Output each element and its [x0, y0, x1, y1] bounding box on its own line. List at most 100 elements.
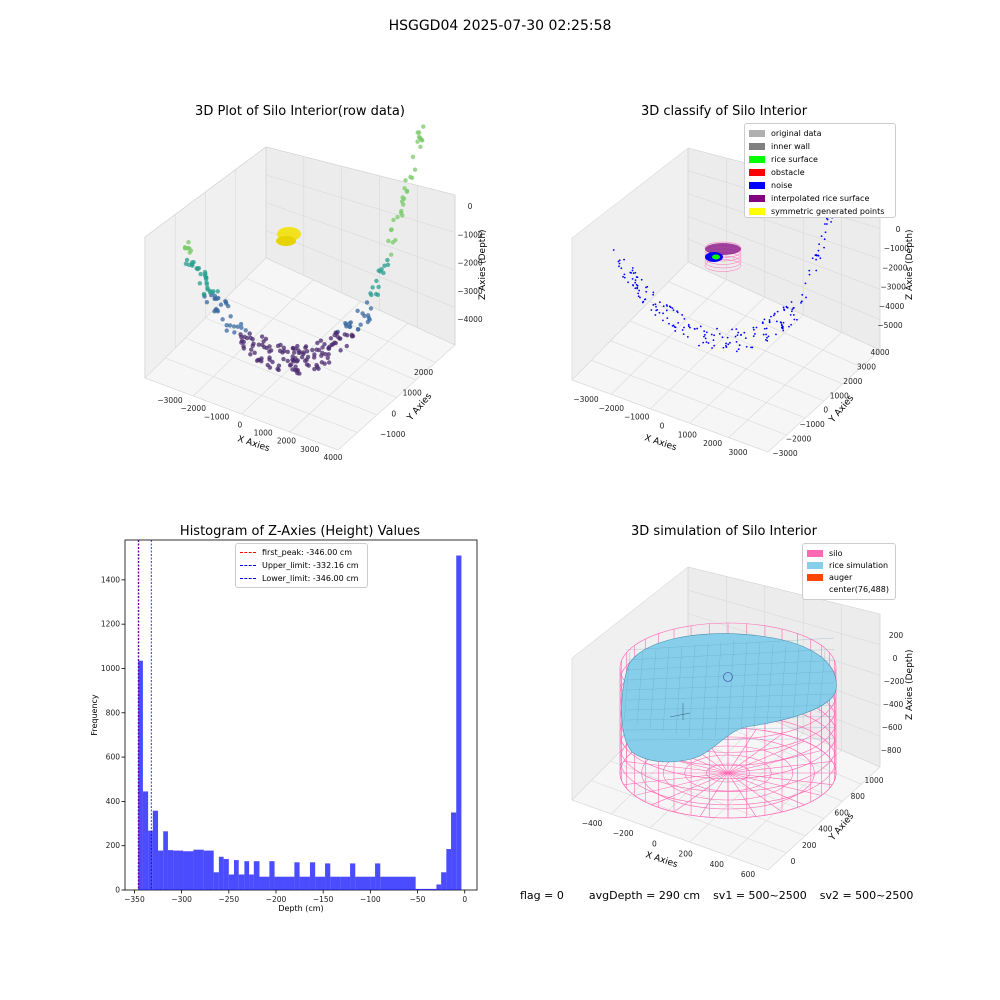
x-tick-label: 600	[741, 870, 756, 879]
histogram-bar	[173, 850, 184, 890]
legend-entry: Lower_limit: -346.00 cm	[240, 572, 363, 585]
legend-entry: symmetric generated points	[749, 205, 891, 218]
simulation-x-axis-label: X Axies	[644, 850, 679, 870]
histogram-bar	[163, 831, 168, 890]
histogram-bar	[441, 872, 447, 890]
histogram-bar	[284, 876, 295, 890]
y-tick-label: −2000	[786, 435, 812, 444]
raw-z-axis-label: Z Axies (Depth)	[478, 229, 488, 300]
classify-x-axis-label: X Axies	[643, 433, 678, 453]
histogram-bar	[426, 888, 437, 890]
legend-entry: Upper_limit: -332.16 cm	[240, 559, 363, 572]
legend-swatch	[240, 565, 256, 566]
z-tick-label: −800	[881, 746, 902, 755]
y-tick-label: 400	[106, 797, 121, 806]
histogram-bar	[193, 849, 204, 890]
y-tick-label: 2000	[843, 377, 862, 386]
x-tick-label: −100	[360, 895, 381, 904]
histogram-bar	[355, 876, 371, 890]
simulation-3d-axes-box	[571, 566, 881, 871]
x-tick-label: −400	[582, 819, 603, 828]
legend-label: inner wall	[771, 142, 811, 151]
legend-label: symmetric generated points	[771, 207, 885, 216]
histogram-bar	[451, 812, 457, 890]
histogram-bar	[446, 849, 452, 890]
sv2-text: sv2 = 500~2500	[819, 889, 914, 902]
histogram-bar	[325, 863, 331, 890]
legend-label: center(76,488)	[829, 584, 889, 594]
y-tick-label: 0	[823, 406, 828, 415]
x-tick-label: −3000	[157, 396, 183, 405]
legend-label: Lower_limit: -346.00 cm	[262, 574, 359, 583]
z-tick-label: −1000	[884, 244, 910, 253]
histogram-bar	[244, 861, 250, 890]
raw-x-axis-label: X Axies	[236, 434, 271, 454]
y-tick-label: 1000	[830, 391, 849, 400]
classify-y-axis-label: Y Axies	[827, 393, 856, 425]
histogram-bar	[299, 876, 310, 890]
z-tick-label: −200	[884, 677, 905, 686]
raw-point-cloud	[182, 124, 426, 376]
histogram-plot-area	[124, 539, 478, 891]
histogram-bar	[253, 861, 260, 890]
histogram-legend: first_peak: -346.00 cm Upper_limit: -332.…	[235, 543, 368, 588]
simulation-legend: silo rice simulation auger center(76,488)	[802, 543, 896, 600]
z-tick-label: −4000	[457, 315, 483, 324]
simulation-z-ticks: 200 0 −200 −400 −600 −800	[881, 631, 905, 755]
classify-legend: original data inner wall rice surface obsta…	[744, 123, 896, 218]
x-tick-label: 200	[678, 850, 693, 859]
z-tick-label: −3000	[457, 287, 483, 296]
legend-swatch	[749, 208, 765, 215]
x-tick-label: −150	[313, 895, 334, 904]
legend-swatch	[749, 130, 765, 137]
auger-marker	[669, 672, 733, 720]
legend-entry: silo	[807, 547, 891, 559]
y-tick-label: 600	[106, 753, 121, 762]
z-tick-label: −4000	[879, 302, 905, 311]
legend-entry: first_peak: -346.00 cm	[240, 546, 363, 559]
histogram-bar	[213, 872, 219, 890]
raw-z-ticks: 0 −1000 −2000 −3000 −4000	[457, 202, 483, 324]
y-tick-label: 1000	[101, 664, 120, 673]
legend-swatch	[807, 573, 823, 581]
histogram-bar	[340, 876, 351, 890]
x-tick-label: −300	[171, 895, 192, 904]
z-tick-label: −400	[883, 700, 904, 709]
classify-cylinder	[704, 241, 742, 272]
legend-label: original data	[771, 129, 822, 138]
histogram-bar	[183, 851, 194, 890]
legend-entry: rice surface	[749, 153, 891, 166]
x-tick-label: −200	[266, 895, 287, 904]
legend-swatch	[807, 549, 823, 557]
histogram-bar	[309, 862, 316, 890]
histogram-bar	[330, 876, 341, 890]
y-tick-label: 4000	[870, 348, 889, 357]
x-tick-label: −3000	[573, 395, 599, 404]
histogram-bar	[249, 874, 254, 890]
y-tick-label: 800	[851, 792, 866, 801]
histogram-bar	[228, 874, 234, 890]
classify-panel-title: 3D classify of Silo Interior	[640, 104, 808, 119]
legend-label: obstacle	[771, 168, 805, 177]
y-tick-label: 200	[802, 841, 817, 850]
histogram-bar	[233, 860, 239, 890]
classify-z-ticks: 0 −1000 −2000 −3000 −4000 −5000	[877, 225, 909, 330]
x-tick-label: −1000	[624, 413, 650, 422]
raw-panel-title: 3D Plot of Silo Interior(row data)	[195, 104, 405, 119]
z-tick-label: 0	[896, 225, 901, 234]
histogram-bar	[138, 660, 143, 890]
legend-label: rice surface	[771, 155, 818, 164]
y-tick-label: −1000	[799, 420, 825, 429]
histogram-bar	[436, 884, 442, 890]
sv1-text: sv1 = 500~2500	[713, 889, 807, 902]
figure-suptitle: HSGGD04 2025-07-30 02:25:58	[388, 18, 612, 34]
x-tick-label: 1000	[254, 429, 273, 438]
histogram-reference-lines	[137, 540, 152, 890]
legend-swatch	[749, 143, 765, 150]
z-tick-label: −5000	[877, 321, 903, 330]
y-tick-label: 1400	[101, 575, 120, 584]
legend-swatch	[749, 156, 765, 163]
legend-swatch	[240, 578, 256, 579]
x-tick-label: 2000	[703, 439, 722, 448]
